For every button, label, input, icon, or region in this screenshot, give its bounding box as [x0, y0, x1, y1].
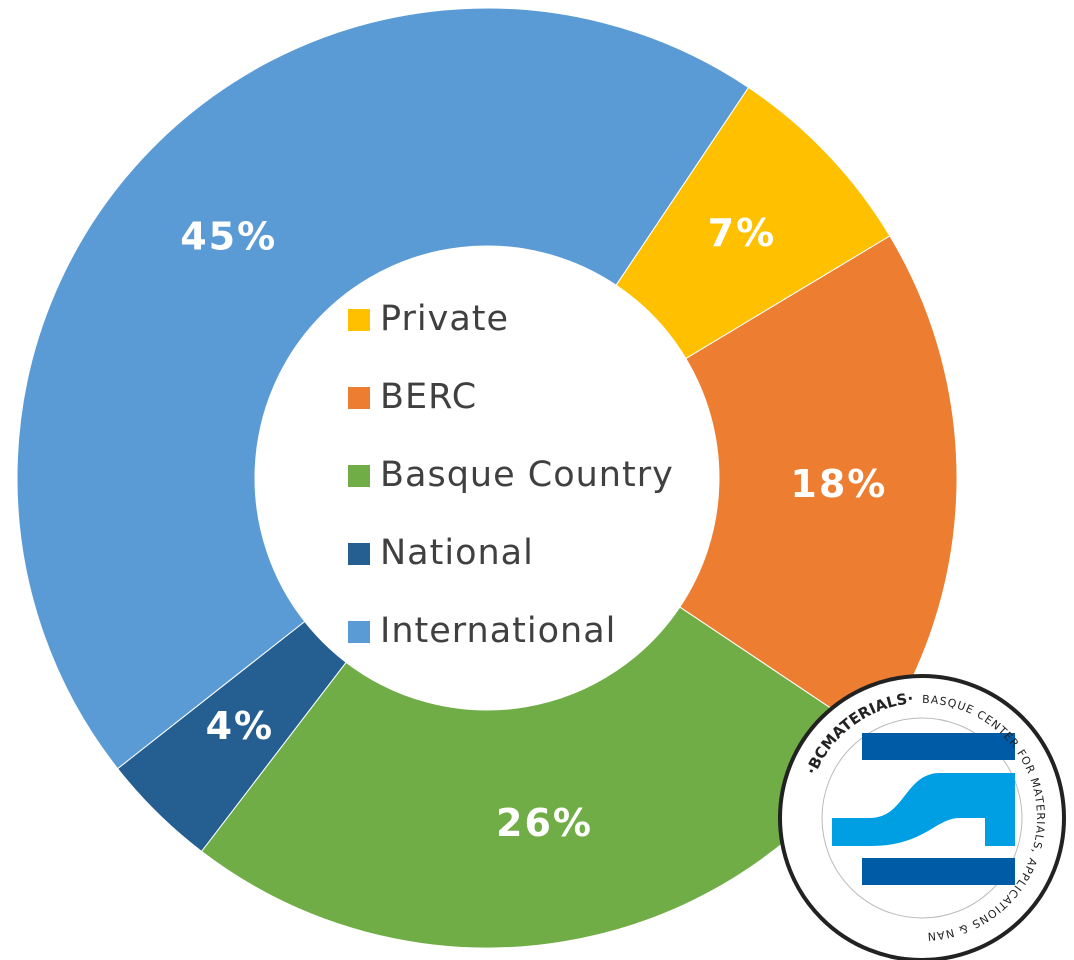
data-label: 4%	[206, 704, 275, 748]
logo-bar	[862, 733, 1015, 760]
legend-label: Private	[380, 299, 509, 339]
data-label: 45%	[180, 214, 277, 258]
legend-label: National	[380, 533, 534, 573]
wedge	[16, 7, 750, 770]
legend-label: BERC	[380, 377, 477, 417]
logo-wave	[832, 773, 1015, 846]
wedges	[16, 7, 958, 949]
legend-label: International	[380, 611, 616, 651]
legend-swatch	[348, 621, 370, 643]
legend-swatch	[348, 309, 370, 331]
legend-label: Basque Country	[380, 455, 674, 495]
wedge	[200, 606, 879, 949]
legend-swatch	[348, 465, 370, 487]
data-label: 7%	[708, 211, 777, 255]
legend-swatch	[348, 543, 370, 565]
legend: Private BERC Basque Country National Interna…	[348, 299, 674, 651]
data-label: 26%	[496, 801, 593, 845]
data-labels: 7% 18% 26% 4% 45%	[180, 211, 887, 845]
legend-swatch	[348, 387, 370, 409]
data-label: 18%	[790, 462, 887, 506]
logo-bar	[862, 858, 1015, 885]
